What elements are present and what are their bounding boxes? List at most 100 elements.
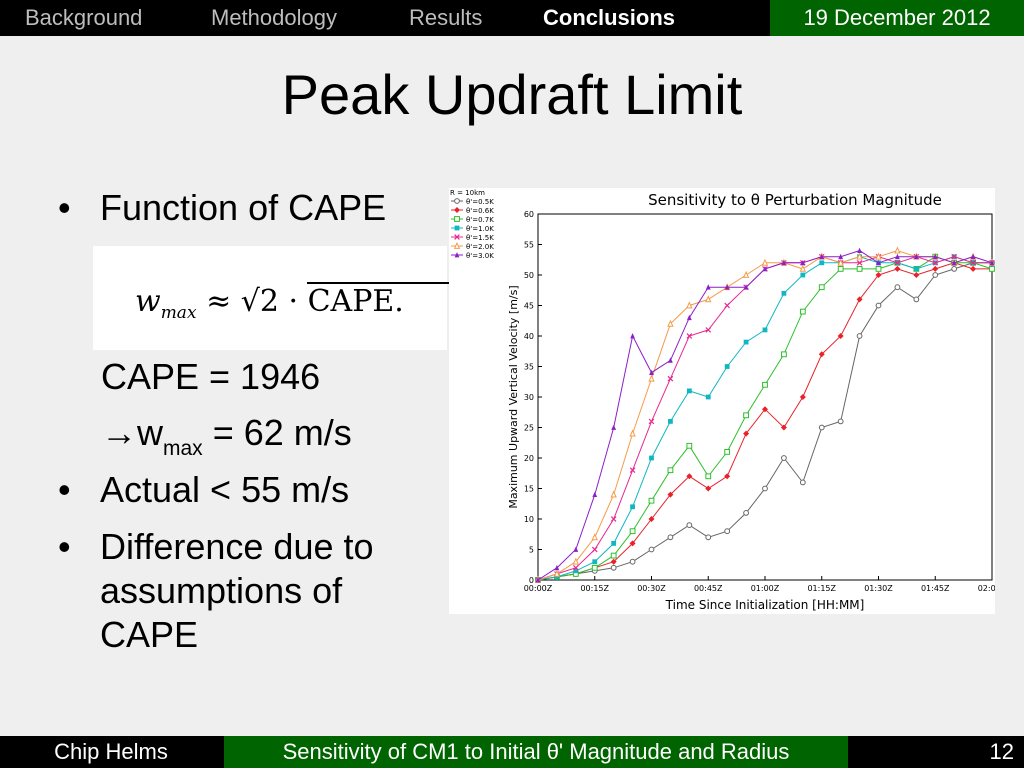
sensitivity-chart: Sensitivity to θ Perturbation Magnitude 0… xyxy=(449,188,995,614)
footer-author: Chip Helms xyxy=(54,739,168,764)
legend-label-5: θ'=2.0K xyxy=(466,243,494,251)
series-point-5 xyxy=(742,270,750,278)
series-point-0 xyxy=(894,284,901,291)
series-point-2 xyxy=(629,528,636,535)
series-point-4 xyxy=(970,259,976,266)
series-point-2 xyxy=(591,564,598,571)
series-point-0 xyxy=(951,266,958,272)
x-tick-label: 01:30Z xyxy=(864,584,893,593)
series-point-1 xyxy=(705,485,712,492)
nav-methodology[interactable]: Methodology xyxy=(211,5,337,30)
series-point-0 xyxy=(837,418,844,425)
series-point-1 xyxy=(610,558,617,565)
y-tick-label: 25 xyxy=(524,424,534,433)
series-point-5 xyxy=(591,533,598,541)
arrow-icon: → xyxy=(101,412,137,453)
bullet-text-line1: Difference due to xyxy=(100,526,374,567)
series-point-3 xyxy=(611,541,617,546)
series-point-3 xyxy=(686,388,692,394)
series-point-5 xyxy=(572,557,580,565)
series-point-1 xyxy=(799,394,806,400)
formula-body: 2 · CAPE. xyxy=(259,284,404,319)
series-point-5 xyxy=(686,301,693,309)
footer-bar: Chip Helms Sensitivity of CM1 to Initial… xyxy=(0,736,1024,768)
series-point-0 xyxy=(818,424,825,431)
bullet-dot: • xyxy=(58,187,71,228)
series-point-3 xyxy=(592,559,598,565)
bullet-difference: • Difference due to assumptions of CAPE xyxy=(58,525,374,657)
series-point-0 xyxy=(610,564,617,571)
wmax-formula: wmax ≈ √2 · CAPE. xyxy=(135,282,529,323)
series-point-5 xyxy=(837,258,844,266)
y-tick-label: 35 xyxy=(524,363,534,372)
series-point-2 xyxy=(724,449,731,455)
bullet-dot: • xyxy=(58,526,71,567)
series-point-6 xyxy=(686,314,692,321)
series-point-6 xyxy=(611,424,617,430)
series-point-6 xyxy=(857,247,862,253)
series-point-0 xyxy=(932,272,939,278)
wmax-w: w xyxy=(137,412,163,453)
series-point-5 xyxy=(629,429,636,437)
series-point-1 xyxy=(648,516,655,522)
series-point-1 xyxy=(970,265,977,272)
wmax-subscript: max xyxy=(163,437,203,460)
series-point-2 xyxy=(762,381,768,388)
bullet-dot: • xyxy=(58,469,71,510)
x-tick-label: 01:45Z xyxy=(921,584,950,593)
bullet-text-line3: CAPE xyxy=(100,614,199,655)
bullet-actual: • Actual < 55 m/s xyxy=(58,468,349,512)
series-point-0 xyxy=(743,510,749,516)
legend-marker-4 xyxy=(454,234,460,240)
series-point-2 xyxy=(667,467,674,474)
x-tick-label: 00:45Z xyxy=(694,584,723,593)
series-point-6 xyxy=(838,253,844,260)
series-point-2 xyxy=(610,552,617,559)
nav-results[interactable]: Results xyxy=(409,5,483,30)
formula-subscript: max xyxy=(160,303,197,323)
legend-marker-0 xyxy=(454,198,460,204)
legend-marker-3 xyxy=(454,225,460,231)
series-point-4 xyxy=(951,253,957,260)
series-point-3 xyxy=(630,504,635,510)
series-point-1 xyxy=(894,265,901,272)
series-point-6 xyxy=(876,259,881,266)
series-point-3 xyxy=(573,568,579,574)
chart-title: Sensitivity to θ Perturbation Magnitude xyxy=(648,191,942,209)
series-point-6 xyxy=(781,259,787,266)
series-point-2 xyxy=(856,266,863,272)
y-tick-label: 30 xyxy=(524,393,534,402)
y-tick-label: 0 xyxy=(529,576,534,585)
nav-background[interactable]: Background xyxy=(25,5,143,30)
series-point-3 xyxy=(668,419,673,424)
nav-conclusions[interactable]: Conclusions xyxy=(543,5,676,30)
bullet-function-of-cape: • Function of CAPE xyxy=(58,186,386,230)
legend-label-0: θ'=0.5K xyxy=(466,198,494,206)
series-point-0 xyxy=(629,558,636,565)
legend-marker-2 xyxy=(454,216,460,222)
series-point-3 xyxy=(743,339,749,345)
series-point-0 xyxy=(648,546,655,553)
series-point-6 xyxy=(951,259,957,266)
series-point-4 xyxy=(705,327,712,333)
series-point-5 xyxy=(553,569,561,577)
series-point-0 xyxy=(705,534,712,541)
legend-label-4: θ'=1.5K xyxy=(466,234,494,242)
series-point-2 xyxy=(837,266,844,272)
series-point-6 xyxy=(800,259,806,266)
presentation-date: 19 December 2012 xyxy=(770,0,1024,36)
series-point-4 xyxy=(629,467,636,474)
legend-label-3: θ'=1.0K xyxy=(466,225,494,233)
series-point-6 xyxy=(668,357,673,363)
y-tick-label: 55 xyxy=(524,241,534,250)
y-tick-label: 60 xyxy=(524,210,534,219)
series-point-2 xyxy=(989,266,995,272)
series-point-1 xyxy=(743,430,750,437)
x-tick-label: 00:00Z xyxy=(524,584,553,593)
bullet-text-line2: assumptions of xyxy=(100,570,343,611)
series-point-0 xyxy=(913,296,920,303)
series-point-3 xyxy=(705,394,711,400)
series-point-4 xyxy=(932,259,939,266)
y-tick-label: 5 xyxy=(529,546,534,555)
y-axis-label: Maximum Upward Vertical Velocity [m/s] xyxy=(507,285,520,508)
